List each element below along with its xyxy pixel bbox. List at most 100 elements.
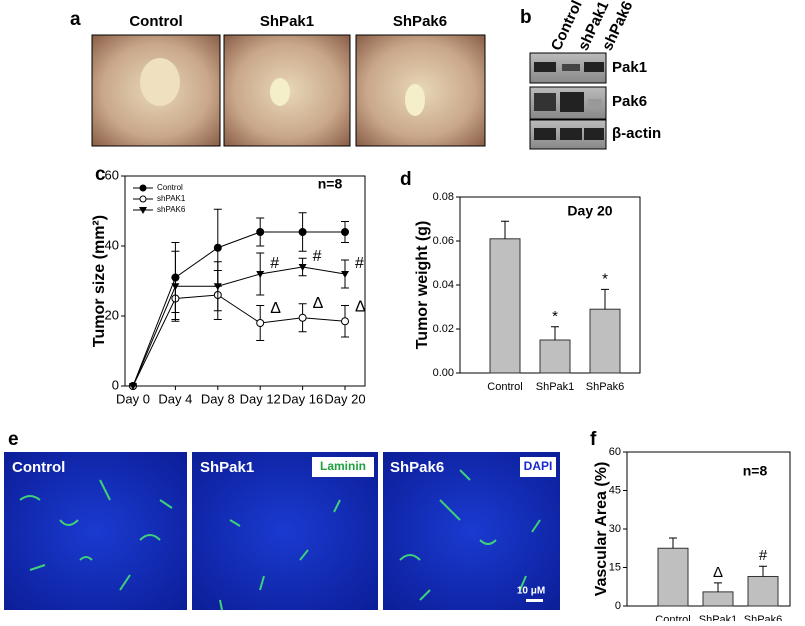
error-bar [501,220,509,239]
x-tick-label: ShPak6 [744,614,783,621]
series-line [132,294,346,387]
marker [171,283,180,291]
plot-frame [124,175,366,387]
significance-label: Δ [270,300,281,317]
significance-label: # [270,255,279,272]
significance-label: Δ [713,564,723,581]
band [534,128,556,140]
y-tick-label: 0 [112,377,119,392]
significance-label: * [602,270,608,287]
x-tick-label: ShPak1 [699,614,738,621]
y-tick-label: 15 [609,561,621,573]
marker [341,317,349,326]
x-tick-label: Day 12 [240,391,281,406]
significance-label: # [313,248,322,265]
legend-marker [139,207,147,214]
marker [256,319,265,327]
legend-marker [139,184,147,192]
legend-label: shPAK6 [157,205,186,214]
y-tick-label: 60 [105,167,119,182]
x-tick-label: Control [487,381,522,393]
micrograph [4,452,187,610]
marker [341,228,349,236]
blot [529,52,607,150]
panel-label: a [70,9,81,30]
annotation: n=8 [318,176,343,192]
x-tick-label: Day 20 [324,391,365,406]
bar [589,308,621,374]
error-bar [714,582,722,592]
stain-label: Laminin [320,459,366,473]
marker [341,271,349,278]
y-axis-title: Tumor weight (g) [414,221,431,350]
caption: ShPak1 [260,13,314,30]
scale-bar [526,599,543,602]
caption: ShPak6 [393,13,447,30]
bar [489,238,521,374]
error-bar [669,537,677,549]
marker [256,228,265,236]
bar [747,575,779,607]
legend-label: Control [157,183,183,192]
caption: ShPak6 [390,459,444,476]
x-tick-label: Day 16 [282,391,323,406]
annotation: n=8 [743,463,768,479]
y-tick-label: 30 [609,523,621,535]
x-tick-label: Control [655,614,690,621]
marker [298,264,307,271]
marker [298,228,307,236]
y-tick-label: 60 [609,446,621,458]
y-tick-label: 0.00 [433,367,454,379]
x-tick-label: Day 8 [201,391,235,406]
scale-label: 10 μM [517,586,545,597]
tumor [270,78,290,106]
significance-label: * [552,308,558,325]
panel-label: d [400,169,412,190]
significance-label: Δ [313,295,324,312]
y-tick-label: 0.08 [433,191,454,203]
bar [539,339,571,374]
y-tick-label: 45 [609,484,621,496]
x-tick-label: Day 4 [158,391,192,406]
band [560,92,584,112]
x-tick-label: ShPak6 [586,381,625,393]
band [584,128,604,140]
marker [129,383,137,390]
marker [256,271,265,278]
row-label: Pak1 [612,59,647,76]
vessels [19,469,541,611]
tumor [405,84,425,116]
band [560,128,582,140]
series-line [132,231,345,387]
y-axis-title: Tumor size (mm²) [91,215,108,347]
panel-label: b [520,7,532,28]
stain-label: DAPI [524,459,553,473]
caption: Control [12,459,65,476]
micrograph [383,452,560,610]
x-tick-label: Day 0 [116,391,150,406]
significance-label: Δ [355,298,366,315]
band [534,93,556,111]
y-axis-title: Vascular Area (%) [593,462,610,597]
bar [657,547,689,607]
bar [702,591,734,607]
error-bar [551,326,559,340]
band [584,62,604,72]
y-tick-label: 0 [615,600,621,612]
marker [298,313,307,322]
stain-box [520,457,556,477]
tumor [140,58,180,106]
legend-label: shPAK1 [157,194,186,203]
x-tick-label: ShPak1 [536,381,575,393]
series-line [132,266,346,387]
row-label: Pak6 [612,93,647,110]
y-tick-label: 0.04 [433,279,454,291]
legend-marker [139,195,147,203]
photo-row [91,34,486,147]
stain-box [312,457,374,477]
band [534,62,556,72]
y-tick-label: 40 [105,237,119,252]
annotation: Day 20 [567,203,612,219]
panel-label: f [590,429,597,450]
